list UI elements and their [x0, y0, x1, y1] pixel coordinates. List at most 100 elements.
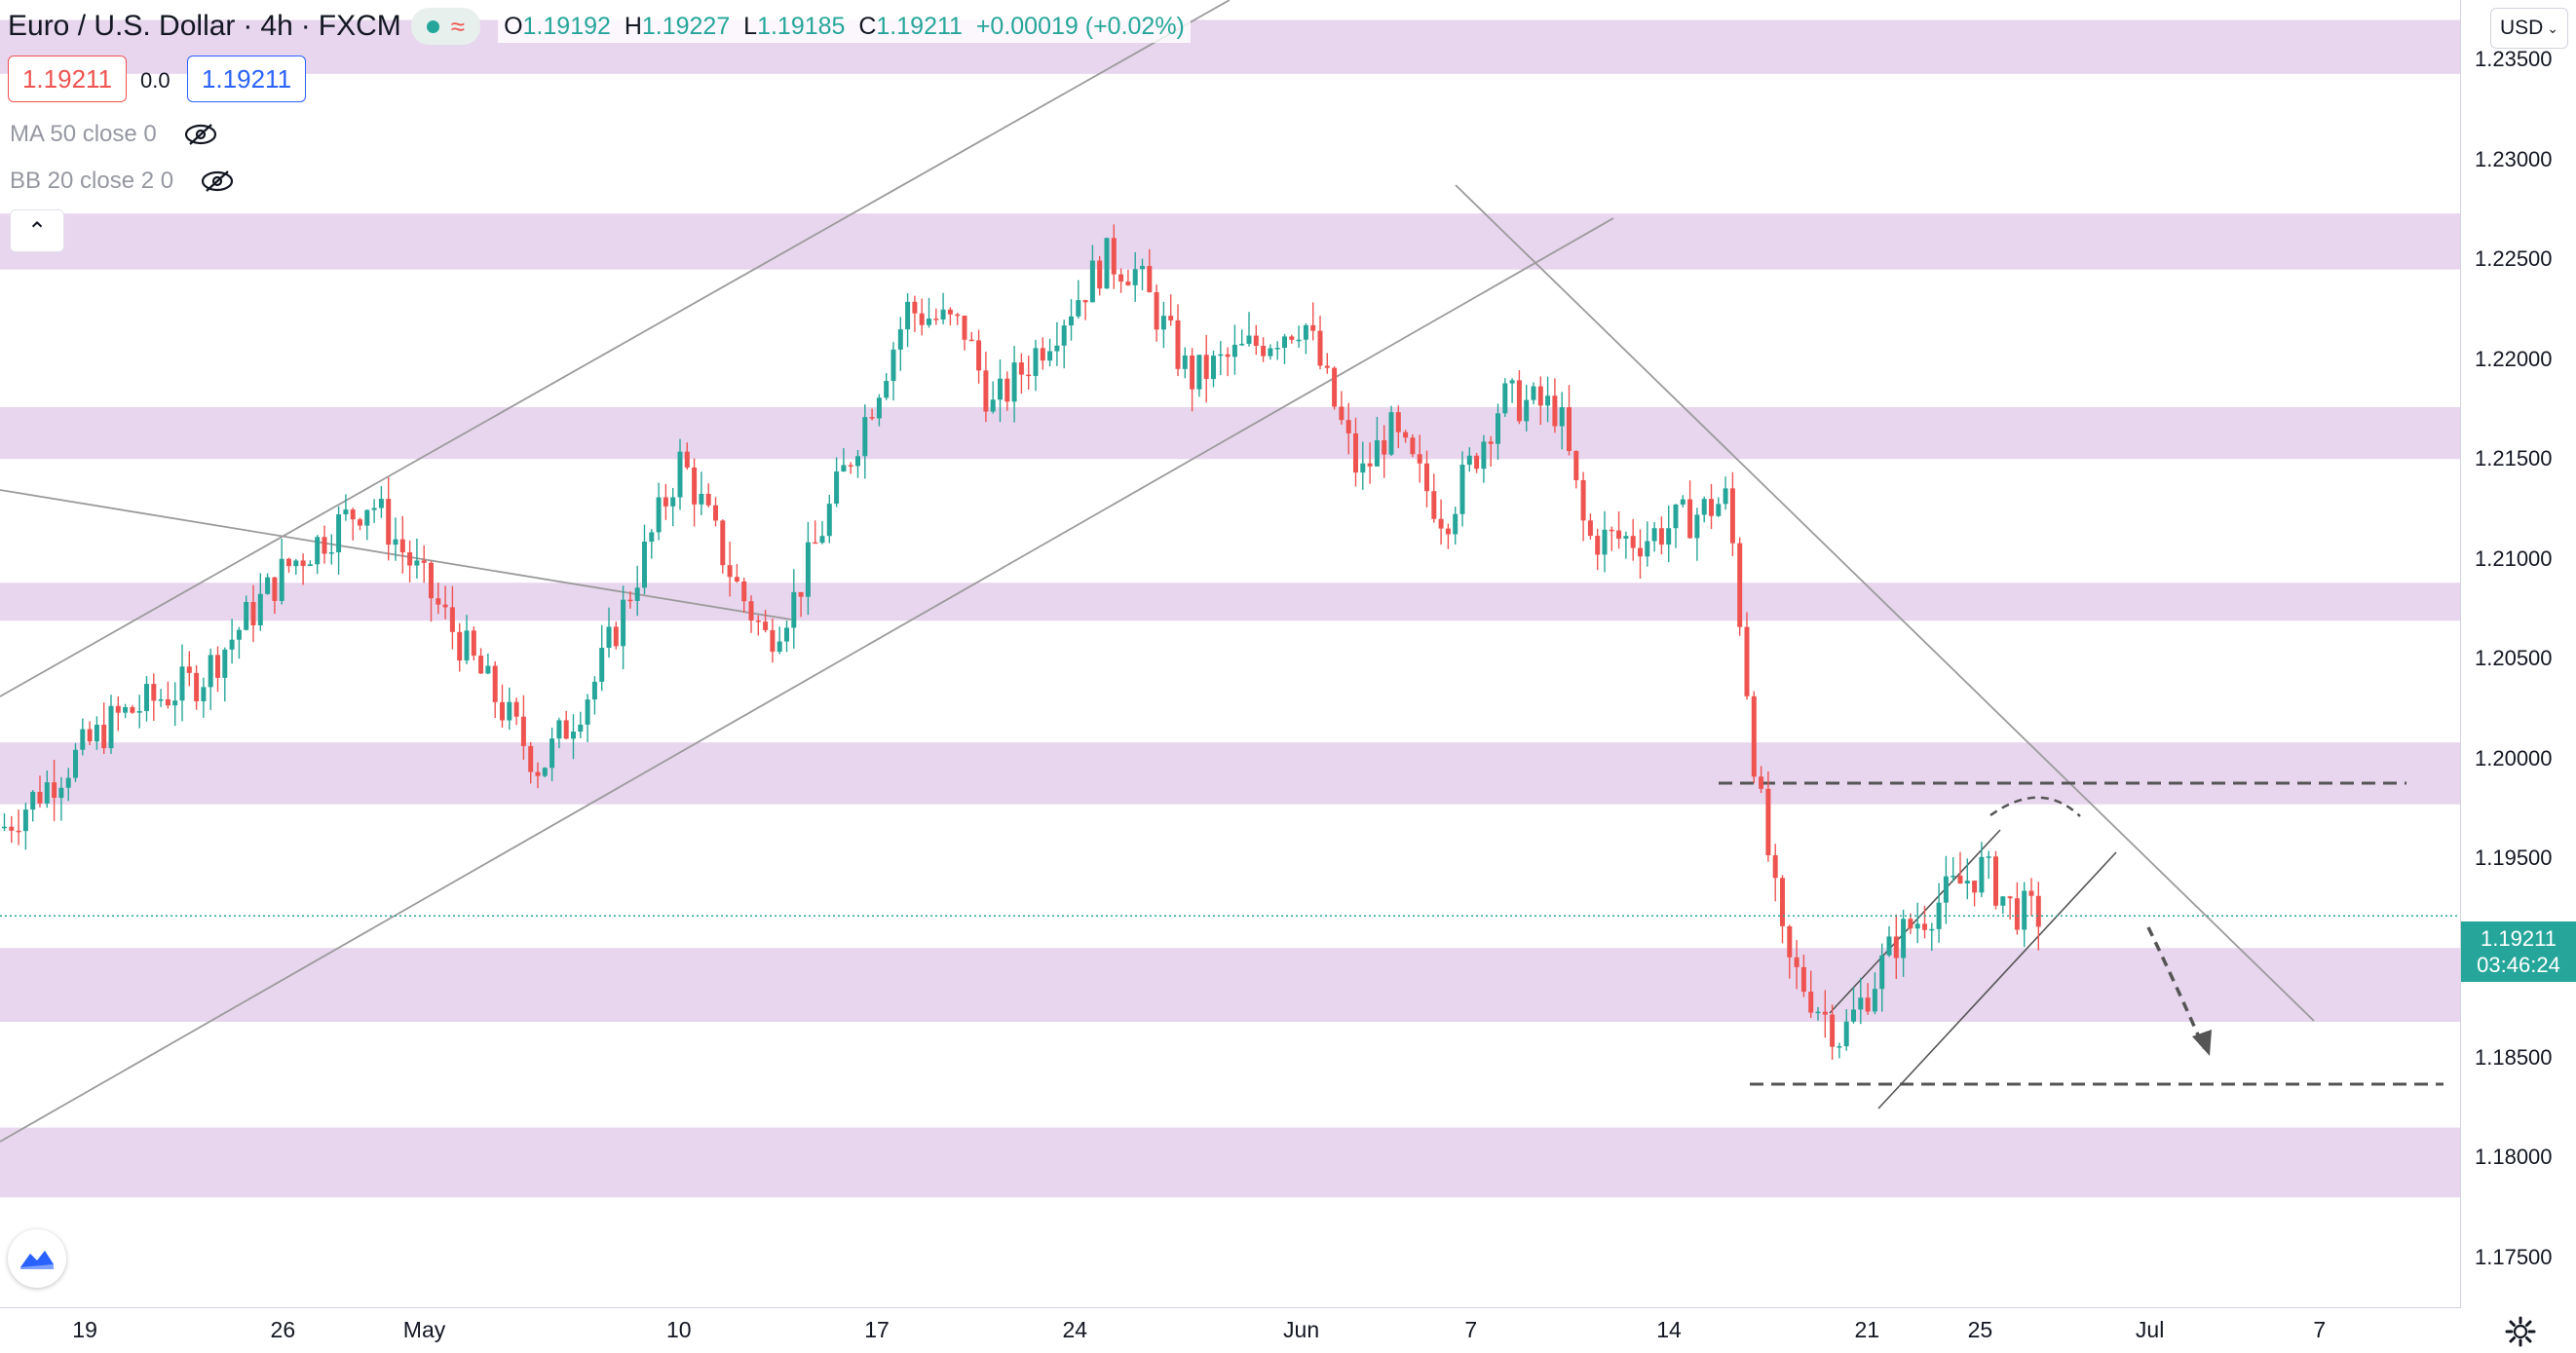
candle — [912, 295, 918, 332]
indicator-bb[interactable]: BB 20 close 2 0 — [10, 168, 236, 195]
indicator-ma[interactable]: MA 50 close 0 — [10, 121, 219, 148]
candle — [2, 812, 7, 832]
gear-icon[interactable] — [2504, 1315, 2537, 1348]
supply-demand-zone[interactable] — [0, 948, 2461, 1023]
candle — [968, 331, 974, 342]
candle — [94, 716, 99, 750]
candle — [813, 520, 818, 545]
top-arc-dashed[interactable] — [1989, 796, 2081, 817]
candle — [1901, 909, 1907, 977]
sell-button[interactable]: 1.19211 — [8, 56, 127, 102]
channel-upper-trendline[interactable] — [0, 0, 1231, 697]
symbol-name[interactable]: Euro / U.S. Dollar — [8, 10, 236, 42]
candle — [1324, 353, 1330, 374]
candle — [805, 521, 811, 616]
candle — [1011, 346, 1017, 423]
channel-lower-trendline[interactable] — [0, 217, 1614, 1143]
candle — [1858, 977, 1864, 1025]
supply-demand-zone[interactable] — [0, 213, 2461, 270]
buy-button[interactable]: 1.19211 — [187, 56, 306, 102]
candle — [44, 770, 50, 808]
candle — [1182, 347, 1188, 379]
candle — [393, 517, 398, 561]
currency-select[interactable]: USD ⌄ — [2490, 8, 2568, 49]
supply-demand-zone[interactable] — [0, 406, 2461, 460]
candle — [642, 524, 647, 595]
current-price-value: 1.19211 — [2481, 926, 2557, 951]
candle — [307, 560, 313, 567]
projection-arrow[interactable] — [2146, 926, 2206, 1049]
candle — [1160, 301, 1166, 349]
price-axis-label: 1.23500 — [2475, 47, 2553, 72]
candle — [215, 646, 220, 693]
candle — [179, 644, 185, 722]
tradingview-logo-icon[interactable] — [8, 1229, 66, 1288]
candle — [58, 776, 64, 821]
candle — [1851, 987, 1856, 1024]
time-axis[interactable] — [0, 1307, 2461, 1353]
supply-demand-zone[interactable] — [0, 1127, 2461, 1198]
candle — [1800, 955, 1806, 997]
candle — [322, 525, 327, 564]
candle — [947, 307, 953, 325]
interval-label[interactable]: 4h — [260, 10, 293, 42]
candle — [1481, 434, 1487, 483]
candle — [1516, 370, 1522, 425]
supply-demand-zone[interactable] — [0, 583, 2461, 621]
current-price-tag: 1.19211 03:46:24 — [2461, 921, 2576, 982]
candle — [1658, 516, 1664, 555]
eye-off-icon[interactable] — [199, 169, 236, 193]
flag-lower-line[interactable] — [1877, 851, 2117, 1109]
candle — [265, 573, 271, 595]
candle — [606, 607, 612, 658]
candle — [1808, 970, 1814, 1019]
candle — [1964, 858, 1970, 900]
candle — [627, 591, 633, 609]
candle — [1374, 416, 1380, 467]
candle — [1837, 1042, 1842, 1059]
chevron-up-icon: ⌃ — [26, 217, 48, 244]
candles-layer — [2, 224, 2041, 1061]
candle — [826, 494, 832, 544]
candle — [1751, 691, 1757, 783]
time-axis-label: 25 — [1967, 1317, 1993, 1342]
candle — [1168, 294, 1174, 326]
candle — [37, 775, 43, 808]
candle — [713, 497, 718, 527]
candle — [300, 553, 306, 585]
candle — [1253, 324, 1259, 356]
candle — [755, 615, 761, 636]
candle — [520, 695, 526, 760]
candle — [1382, 425, 1387, 478]
price-axis-label: 1.22500 — [2475, 246, 2553, 272]
candle — [250, 584, 256, 643]
resistance-trendline[interactable] — [1455, 184, 2315, 1022]
candle — [819, 521, 825, 545]
eye-off-icon[interactable] — [182, 123, 219, 146]
candle — [1729, 471, 1735, 557]
candle — [933, 308, 939, 325]
candle — [201, 677, 207, 718]
candle — [208, 648, 213, 710]
time-axis-label: 26 — [270, 1317, 296, 1342]
price-axis[interactable] — [2460, 0, 2576, 1307]
candle — [670, 487, 676, 527]
candle — [449, 585, 455, 650]
supply-demand-zone[interactable] — [0, 742, 2461, 805]
flag-upper-line[interactable] — [1829, 829, 2001, 1014]
chevron-down-icon: ⌄ — [2547, 19, 2559, 36]
market-status-pill[interactable]: ≈ — [410, 8, 481, 45]
supply-demand-zone[interactable] — [0, 19, 2461, 74]
candle — [1567, 385, 1572, 456]
candle — [1759, 766, 1764, 794]
candle — [748, 595, 754, 633]
time-axis-label: 21 — [1854, 1317, 1880, 1342]
price-axis-label: 1.20500 — [2475, 646, 2553, 671]
candle — [897, 317, 903, 371]
bar-countdown: 03:46:24 — [2477, 953, 2560, 977]
collapse-legend-button[interactable]: ⌃ — [10, 209, 64, 252]
candle — [500, 684, 505, 728]
candle — [940, 292, 946, 324]
candle — [1268, 344, 1273, 360]
